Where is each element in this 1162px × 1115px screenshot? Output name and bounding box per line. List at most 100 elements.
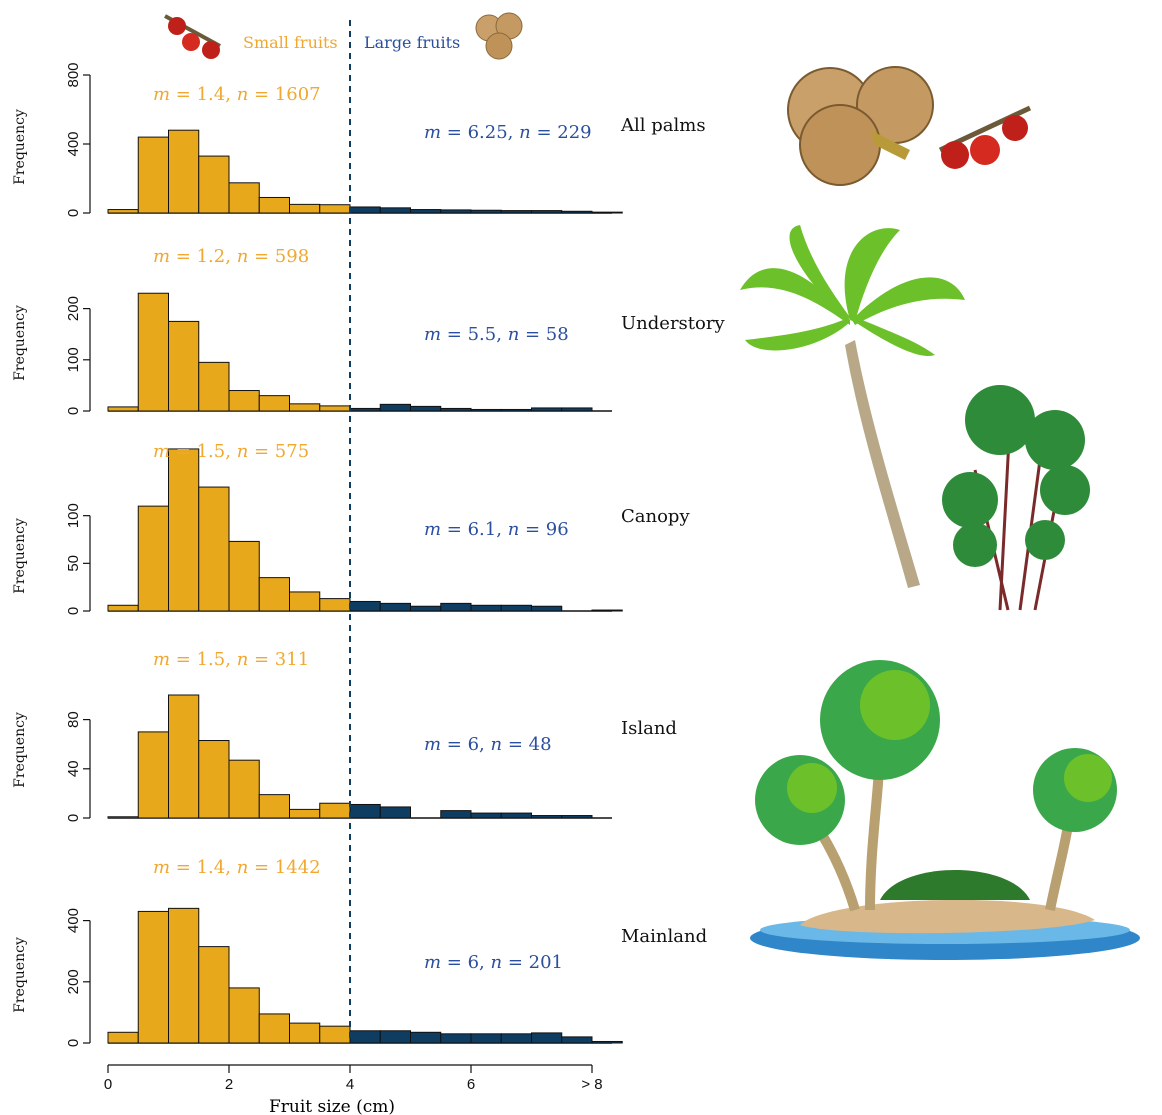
x-tick-label: 4	[346, 1076, 354, 1093]
histogram-bar	[198, 361, 230, 412]
x-tick-label: 6	[467, 1076, 475, 1093]
histogram-bar	[379, 207, 411, 214]
x-tick-label: 0	[104, 1076, 112, 1093]
histogram-bar	[561, 210, 593, 214]
histogram-bar	[289, 808, 321, 819]
panel-island: 0 40 80 Frequency m = 1.5, n = 311 m = 6, n =…	[12, 649, 677, 822]
histogram-bar	[379, 403, 411, 412]
histogram-bar	[258, 196, 290, 214]
histogram-bar	[349, 803, 381, 819]
histogram-bar	[349, 206, 381, 214]
histogram-bar	[107, 406, 139, 412]
histogram-bar	[137, 505, 169, 612]
histogram-bar	[137, 136, 169, 214]
large-fruits-stats: m = 6, n = 48	[424, 734, 552, 755]
histogram-bar	[228, 540, 260, 612]
histogram-bar	[470, 408, 502, 412]
histogram-bar	[531, 407, 563, 412]
y-axis-label: Frequency	[12, 937, 28, 1013]
histogram-bar	[107, 1031, 139, 1044]
small-fruits-stats: m = 1.2, n = 598	[153, 246, 309, 267]
x-tick-label: > 8	[581, 1076, 602, 1093]
small-fruit-cluster-icon	[938, 105, 1032, 169]
histogram-bar	[440, 810, 472, 819]
histogram-bar	[500, 812, 532, 819]
histogram-bar	[500, 210, 532, 214]
histogram-bar	[591, 211, 623, 214]
histogram-bar	[258, 395, 290, 412]
x-tick-label: 2	[225, 1076, 233, 1093]
large-fruits-header-label: Large fruits	[364, 33, 460, 52]
histogram-bar	[591, 609, 623, 612]
histogram-bar	[137, 910, 169, 1044]
histogram-bar	[531, 605, 563, 612]
histogram-bar	[289, 203, 321, 214]
histogram-bar	[410, 605, 442, 612]
histogram-bar	[379, 1030, 411, 1044]
histogram-bar	[319, 598, 351, 612]
histogram-bar	[561, 815, 593, 819]
histogram-bar	[289, 591, 321, 612]
panel-all-palms: 0 400 800 Frequency m = 1.4, n = 1607 m = 6.2…	[12, 62, 706, 217]
y-axis-label: Frequency	[12, 518, 28, 594]
large-fruits-stats: m = 6, n = 201	[424, 952, 563, 973]
histogram-bar	[107, 209, 139, 214]
small-fruits-stats: m = 1.4, n = 1607	[153, 84, 321, 105]
histogram-bar	[349, 407, 381, 412]
y-tick-label: 200	[65, 296, 82, 321]
histogram-bar	[470, 1033, 502, 1044]
panel-name: All palms	[620, 115, 706, 136]
large-fruits-stats: m = 6.25, n = 229	[424, 122, 592, 143]
panel-mainland: 0 200 400 Frequency m = 1.4, n = 1442 m = 6, …	[12, 857, 707, 1047]
small-fruit-header-icon	[164, 14, 221, 59]
histogram-bar	[228, 987, 260, 1044]
y-tick-label: 200	[65, 969, 82, 994]
histogram-bar	[198, 946, 230, 1044]
histogram-bar	[289, 1022, 321, 1044]
histogram-bar	[379, 602, 411, 612]
histogram-bar	[440, 209, 472, 214]
histogram-bar	[470, 604, 502, 612]
panel-understory: 0 100 200 Frequency m = 1.2, n = 598 m = 5.5,…	[12, 246, 725, 415]
histogram-bar	[470, 812, 502, 819]
panel-canopy: 0 50 100 Frequency m = 1.5, n = 575 m = 6.1, …	[12, 441, 690, 615]
histogram-bar	[228, 390, 260, 412]
histogram-bar	[561, 407, 593, 412]
header: Small fruits Large fruits	[164, 12, 523, 60]
histogram-bar	[258, 577, 290, 612]
y-tick-label: 40	[65, 760, 82, 777]
histogram-bar	[440, 602, 472, 612]
y-tick-label: 400	[65, 908, 82, 933]
y-tick-label: 0	[65, 209, 82, 217]
small-fruits-stats: m = 1.4, n = 1442	[153, 857, 321, 878]
panel-name: Canopy	[621, 506, 690, 527]
y-tick-label: 800	[65, 62, 82, 87]
histogram-bar	[561, 1036, 593, 1044]
histogram-bar	[228, 182, 260, 214]
y-tick-label: 0	[65, 407, 82, 415]
large-fruit-header-icon	[475, 12, 523, 60]
histogram-bar	[319, 204, 351, 214]
histogram-bar	[168, 448, 200, 612]
histogram-bar	[168, 694, 200, 819]
panel-name: Understory	[621, 313, 725, 334]
histogram-bar	[531, 210, 563, 214]
histogram-bar	[500, 604, 532, 612]
histogram-bar	[168, 129, 200, 214]
y-tick-label: 100	[65, 503, 82, 528]
histogram-bar	[258, 794, 290, 819]
histogram-bar	[107, 604, 139, 612]
small-fruits-stats: m = 1.5, n = 311	[153, 649, 309, 670]
histogram-bar	[198, 486, 230, 612]
panel-name: Island	[621, 718, 677, 739]
y-tick-label: 50	[65, 555, 82, 572]
histogram-bar	[500, 1033, 532, 1044]
histogram-bar	[168, 907, 200, 1044]
histogram-bar	[137, 292, 169, 412]
histogram-bar	[168, 320, 200, 412]
y-tick-label: 0	[65, 1039, 82, 1047]
y-tick-label: 400	[65, 131, 82, 156]
histogram-bar	[410, 405, 442, 412]
canopy-palm-illustration	[740, 225, 965, 588]
